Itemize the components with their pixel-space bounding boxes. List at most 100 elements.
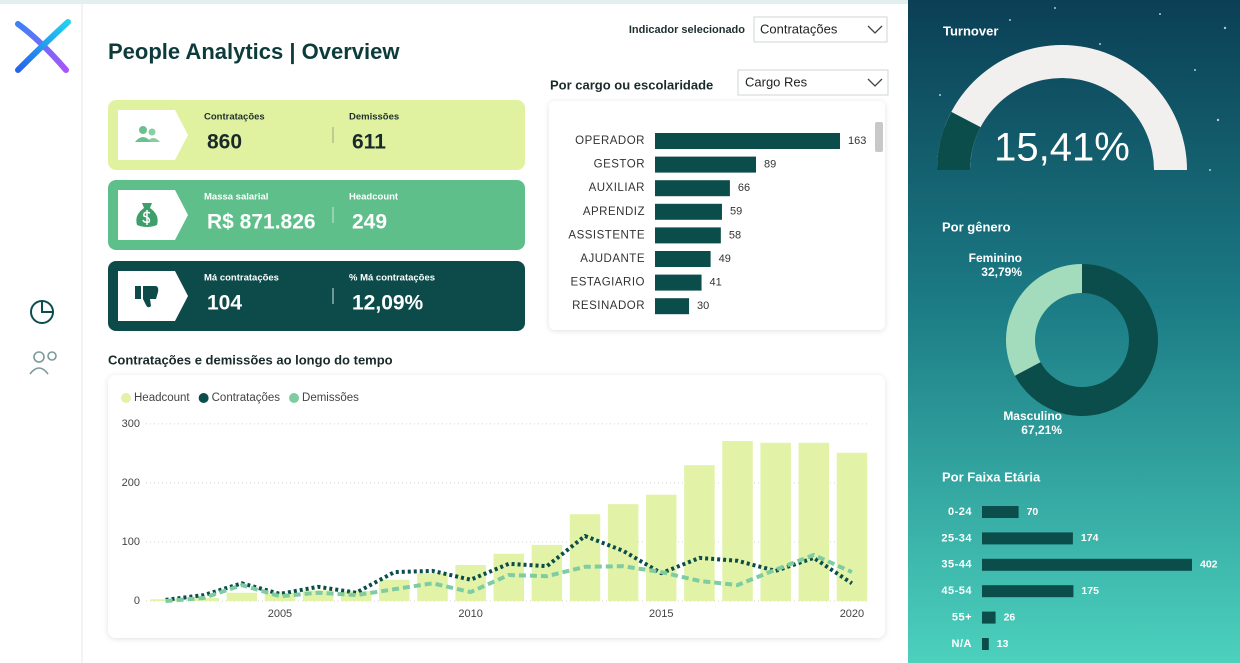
dropdown-box <box>753 16 888 43</box>
cargo-dropdown[interactable]: Cargo Res <box>737 69 889 96</box>
legend-marker <box>121 393 131 403</box>
star <box>1209 169 1211 171</box>
kpi-card <box>108 100 525 170</box>
y-tick-label: 0-24 <box>948 506 972 518</box>
chevron <box>867 78 883 87</box>
star <box>939 94 941 96</box>
chart-title: Contratações e demissões ao longo do tem… <box>108 352 393 367</box>
gauge-value <box>937 111 981 170</box>
slice-label: Feminino <box>969 251 1022 265</box>
legend-marker <box>289 393 300 403</box>
kpi-value: 860 <box>207 131 242 154</box>
nav-people-icon[interactable] <box>29 351 57 375</box>
bar <box>836 452 868 601</box>
bar <box>798 442 830 601</box>
legend-label: Demissões <box>302 392 359 404</box>
y-tick-label: 0 <box>134 595 140 607</box>
bar <box>655 156 757 173</box>
bar <box>455 564 486 601</box>
y-tick-label: ESTAGIARIO <box>571 277 645 289</box>
filter-label: Indicador selecionado <box>629 24 745 36</box>
kpi-label: Demissões <box>349 112 399 123</box>
bar <box>607 504 639 601</box>
y-tick-label: 100 <box>122 536 140 548</box>
data-label: 13 <box>997 638 1009 650</box>
bar <box>302 590 334 601</box>
chart-title: Por cargo ou escolaridade <box>550 77 713 92</box>
chevron <box>867 25 883 34</box>
icon-part <box>41 301 53 313</box>
star <box>1159 13 1161 15</box>
x-tick-label: 2015 <box>649 608 673 620</box>
logo-stroke <box>15 19 71 73</box>
y-tick-label: 55+ <box>952 612 972 624</box>
star <box>1216 118 1220 122</box>
scrollbar[interactable] <box>875 122 883 152</box>
data-label: 70 <box>1027 506 1039 518</box>
bar <box>417 573 448 601</box>
kpi-card <box>108 180 525 250</box>
kpi-value: 249 <box>352 211 387 234</box>
data-label: 402 <box>1200 559 1218 571</box>
data-label: 49 <box>719 253 731 265</box>
icon-part <box>33 351 45 363</box>
y-tick-label: 35-44 <box>941 559 972 571</box>
kpi-label: % Má contratações <box>349 273 435 284</box>
legend-marker <box>198 393 209 403</box>
kpi-label: Contratações <box>204 112 265 123</box>
slice-value: 32,79% <box>981 265 1022 279</box>
bar <box>982 585 1074 598</box>
bar <box>982 558 1192 571</box>
data-label: 59 <box>730 206 742 218</box>
dropdown-value: Contratações <box>760 21 838 36</box>
kpi-label: Má contratações <box>204 273 279 284</box>
dropdown-box <box>737 69 889 96</box>
kpi-label: Massa salarial <box>204 192 268 203</box>
y-tick-label: 25-34 <box>941 532 972 544</box>
slice-label: Masculino <box>1003 409 1062 423</box>
y-tick-label: 300 <box>122 418 140 430</box>
slice-value: 67,21% <box>1021 423 1062 437</box>
kpi-icon <box>142 210 151 225</box>
icon-part <box>47 351 57 361</box>
bar <box>982 638 989 650</box>
kpi-icon <box>135 137 151 142</box>
data-label: 175 <box>1081 585 1099 597</box>
kpi-icon <box>148 128 156 136</box>
y-tick-label: APRENDIZ <box>583 206 645 218</box>
icon-part <box>29 367 49 375</box>
star <box>1194 69 1196 71</box>
y-tick-label: N/A <box>952 638 972 650</box>
bar <box>655 274 702 291</box>
x-tick-label: 2020 <box>840 608 864 620</box>
star <box>1099 43 1101 45</box>
bar <box>982 506 1019 518</box>
kpi-icon <box>139 126 147 134</box>
indicator-dropdown[interactable]: Contratações <box>753 16 888 43</box>
logo[interactable] <box>15 19 71 73</box>
kpi-icon <box>135 286 141 299</box>
bar <box>655 133 840 149</box>
data-label: 66 <box>738 182 750 194</box>
data-label: 41 <box>710 277 722 289</box>
gauge-track <box>937 45 1187 170</box>
y-tick-label: AUXILIAR <box>589 182 645 194</box>
kpi-value: 104 <box>207 292 242 315</box>
y-tick-label: OPERADOR <box>575 135 645 147</box>
bar <box>340 590 372 601</box>
top-strip <box>0 0 908 4</box>
nav-overview-icon[interactable] <box>30 300 54 324</box>
bar <box>722 440 753 601</box>
line-series <box>165 534 854 602</box>
chart-title: Por gênero <box>942 219 1011 234</box>
y-tick-label: ASSISTENTE <box>568 229 645 241</box>
donut-slice <box>1006 264 1082 376</box>
kpi-value: R$ 871.826 <box>207 211 316 234</box>
kpi-card <box>108 261 525 331</box>
bar <box>569 514 601 601</box>
line-series <box>165 552 853 603</box>
bar <box>684 465 715 601</box>
kpi-value: 12,09% <box>352 292 424 315</box>
